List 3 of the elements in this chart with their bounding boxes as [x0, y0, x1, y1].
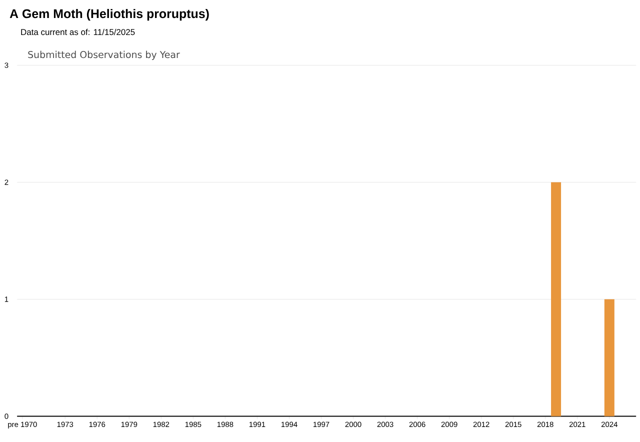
chart-subtitle: Data current as of: 11/15/2025	[21, 28, 135, 36]
chart-title: A Gem Moth (Heliothis proruptus)	[10, 8, 209, 21]
text: Submitted Observations by Year	[28, 50, 180, 60]
